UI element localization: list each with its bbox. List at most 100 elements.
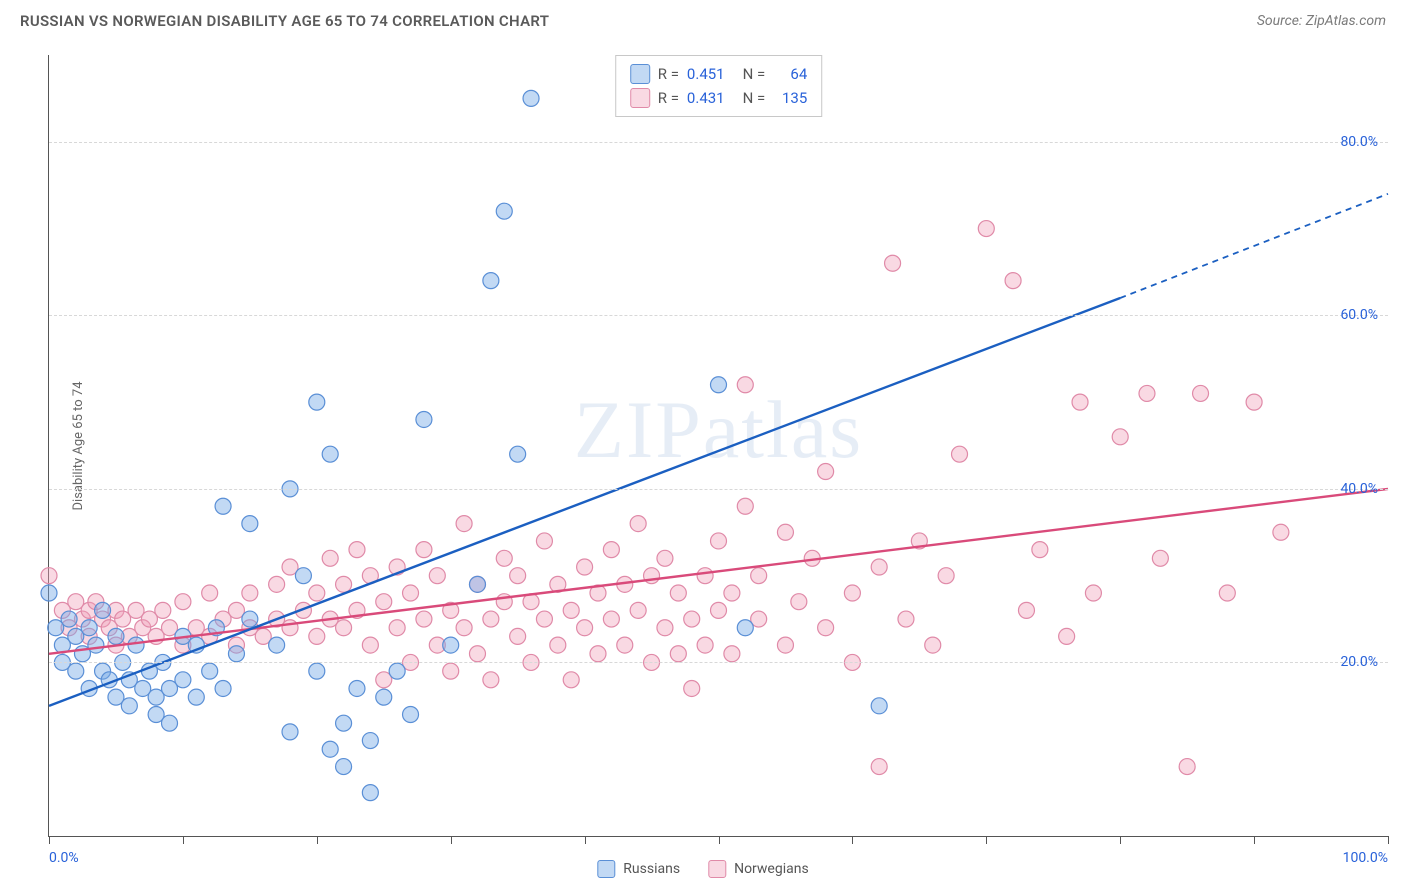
norwegians-point xyxy=(684,611,700,627)
russians-point xyxy=(523,90,539,106)
norwegians-point xyxy=(309,628,325,644)
russians-point xyxy=(362,733,378,749)
norwegians-point xyxy=(577,620,593,636)
norwegians-point xyxy=(791,594,807,610)
norwegians-point xyxy=(510,568,526,584)
source-attribution: Source: ZipAtlas.com xyxy=(1257,13,1386,29)
norwegians-point xyxy=(952,446,968,462)
norwegians-point xyxy=(1152,550,1168,566)
x-tick xyxy=(719,836,720,844)
norwegians-point xyxy=(670,646,686,662)
norwegians-point xyxy=(630,602,646,618)
norwegians-point xyxy=(416,611,432,627)
norwegians-point xyxy=(510,628,526,644)
norwegians-point xyxy=(697,568,713,584)
norwegians-point xyxy=(724,646,740,662)
x-tick xyxy=(986,836,987,844)
r-label: R = xyxy=(658,86,679,110)
norwegians-point xyxy=(483,611,499,627)
russians-point xyxy=(322,741,338,757)
russians-point xyxy=(282,724,298,740)
norwegians-point xyxy=(202,585,218,601)
norwegians-point xyxy=(1193,385,1209,401)
y-tick-label: 60.0% xyxy=(1340,307,1378,323)
russians-point xyxy=(215,680,231,696)
norwegians-point xyxy=(711,602,727,618)
x-tick xyxy=(852,836,853,844)
russians-point xyxy=(737,620,753,636)
norwegians-point xyxy=(175,594,191,610)
norwegians-point xyxy=(1219,585,1235,601)
russians-point xyxy=(711,377,727,393)
russians-point xyxy=(128,637,144,653)
russians-point xyxy=(269,637,285,653)
russians-point xyxy=(336,759,352,775)
x-tick xyxy=(1120,836,1121,844)
russians-point xyxy=(309,663,325,679)
norwegians-point xyxy=(603,611,619,627)
n-label: N = xyxy=(743,86,766,110)
norwegians-point xyxy=(536,533,552,549)
norwegians-point xyxy=(483,672,499,688)
norwegians-point xyxy=(697,637,713,653)
norwegians-point xyxy=(550,637,566,653)
norwegians-point xyxy=(536,611,552,627)
russians-point xyxy=(403,707,419,723)
norwegians-legend-swatch-icon xyxy=(708,860,726,878)
norwegians-point xyxy=(309,585,325,601)
gridline-h xyxy=(49,489,1388,490)
norwegians-point xyxy=(1032,542,1048,558)
russians-point xyxy=(108,628,124,644)
norwegians-point xyxy=(577,559,593,575)
norwegians-point xyxy=(657,550,673,566)
norwegians-point xyxy=(242,585,258,601)
legend-item-norwegians: Norwegians xyxy=(708,860,809,878)
norwegians-point xyxy=(563,602,579,618)
norwegians-point xyxy=(443,663,459,679)
russians-point xyxy=(175,672,191,688)
norwegians-point xyxy=(41,568,57,584)
x-tick-label: 100.0% xyxy=(1343,850,1388,866)
gridline-h xyxy=(49,142,1388,143)
norwegians-point xyxy=(1112,429,1128,445)
norwegians-point xyxy=(1059,628,1075,644)
russians-point xyxy=(362,785,378,801)
russians-point xyxy=(61,611,77,627)
russians-point xyxy=(88,637,104,653)
norwegians-point xyxy=(1005,273,1021,289)
norwegians-point xyxy=(1085,585,1101,601)
russians-point xyxy=(188,689,204,705)
n-value: 64 xyxy=(773,62,807,86)
norwegians-point xyxy=(657,620,673,636)
russians-point xyxy=(389,663,405,679)
norwegians-point xyxy=(1139,385,1155,401)
norwegians-point xyxy=(777,637,793,653)
norwegians-point xyxy=(844,585,860,601)
russians-point xyxy=(349,680,365,696)
y-tick-label: 40.0% xyxy=(1340,481,1378,497)
russians-point xyxy=(228,646,244,662)
chart-title: RUSSIAN VS NORWEGIAN DISABILITY AGE 65 T… xyxy=(20,12,549,30)
russians-point xyxy=(483,273,499,289)
norwegians-point xyxy=(1273,524,1289,540)
russians-point xyxy=(496,203,512,219)
x-tick xyxy=(585,836,586,844)
x-tick xyxy=(183,836,184,844)
russians-point xyxy=(121,698,137,714)
norwegians-point xyxy=(885,255,901,271)
norwegians-point xyxy=(684,680,700,696)
russians-point xyxy=(242,611,258,627)
russians-trendline xyxy=(49,298,1120,706)
norwegians-point xyxy=(737,498,753,514)
russians-point xyxy=(336,715,352,731)
russians-legend-swatch-icon xyxy=(597,860,615,878)
russians-point xyxy=(469,576,485,592)
r-value: 0.451 xyxy=(687,62,725,86)
norwegians-point xyxy=(282,620,298,636)
russians-swatch-icon xyxy=(630,64,650,84)
norwegians-point xyxy=(978,221,994,237)
russians-point xyxy=(41,585,57,601)
norwegians-point xyxy=(403,585,419,601)
norwegians-point xyxy=(871,559,887,575)
norwegians-point xyxy=(1072,394,1088,410)
